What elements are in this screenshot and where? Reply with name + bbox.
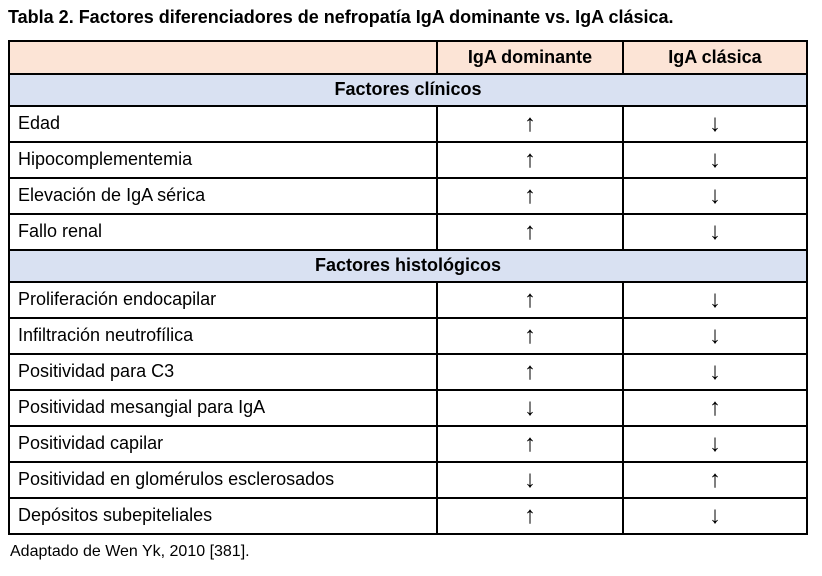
column-header-iga-clasica: IgA clásica: [622, 39, 808, 75]
up-arrow-icon: ↑: [436, 280, 624, 319]
down-arrow-icon: ↓: [436, 388, 624, 427]
down-arrow-icon: ↓: [622, 352, 808, 391]
up-arrow-icon: ↑: [436, 496, 624, 535]
up-arrow-icon: ↑: [436, 424, 624, 463]
table-row: Proliferación endocapilar ↑ ↓: [8, 280, 808, 319]
row-label: Depósitos subepiteliales: [8, 496, 438, 535]
table-row: Positividad para C3 ↑ ↓: [8, 352, 808, 391]
down-arrow-icon: ↓: [622, 104, 808, 143]
up-arrow-icon: ↑: [622, 388, 808, 427]
down-arrow-icon: ↓: [622, 316, 808, 355]
row-label: Positividad capilar: [8, 424, 438, 463]
down-arrow-icon: ↓: [622, 424, 808, 463]
factors-table: IgA dominante IgA clásica Factores clíni…: [8, 39, 808, 535]
row-label: Infiltración neutrofílica: [8, 316, 438, 355]
table-row: Infiltración neutrofílica ↑ ↓: [8, 316, 808, 355]
down-arrow-icon: ↓: [436, 460, 624, 499]
row-label: Positividad en glomérulos esclerosados: [8, 460, 438, 499]
up-arrow-icon: ↑: [436, 176, 624, 215]
up-arrow-icon: ↑: [436, 212, 624, 251]
table-row: Edad ↑ ↓: [8, 104, 808, 143]
table-row: Elevación de IgA sérica ↑ ↓: [8, 176, 808, 215]
down-arrow-icon: ↓: [622, 176, 808, 215]
down-arrow-icon: ↓: [622, 140, 808, 179]
table-row: Positividad capilar ↑ ↓: [8, 424, 808, 463]
section-header-clinicos: Factores clínicos: [8, 72, 808, 107]
table-footnote: Adaptado de Wen Yk, 2010 [381].: [10, 542, 250, 560]
down-arrow-icon: ↓: [622, 280, 808, 319]
table-row: Depósitos subepiteliales ↑ ↓: [8, 496, 808, 535]
row-label: Proliferación endocapilar: [8, 280, 438, 319]
down-arrow-icon: ↓: [622, 212, 808, 251]
table-row: Positividad mesangial para IgA ↓ ↑: [8, 388, 808, 427]
table-row: Positividad en glomérulos esclerosados ↓…: [8, 460, 808, 499]
row-label: Hipocomplementemia: [8, 140, 438, 179]
column-header-row: IgA dominante IgA clásica: [8, 39, 808, 75]
section-header-histologicos: Factores histológicos: [8, 248, 808, 283]
row-label: Positividad mesangial para IgA: [8, 388, 438, 427]
table-title: Tabla 2. Factores diferenciadores de nef…: [8, 7, 674, 27]
section-row-histologicos: Factores histológicos: [8, 248, 808, 283]
section-row-clinicos: Factores clínicos: [8, 72, 808, 107]
up-arrow-icon: ↑: [436, 352, 624, 391]
row-label: Fallo renal: [8, 212, 438, 251]
row-label: Positividad para C3: [8, 352, 438, 391]
table-row: Fallo renal ↑ ↓: [8, 212, 808, 251]
column-header-iga-dominante: IgA dominante: [436, 39, 624, 75]
up-arrow-icon: ↑: [436, 316, 624, 355]
table-row: Hipocomplementemia ↑ ↓: [8, 140, 808, 179]
up-arrow-icon: ↑: [436, 104, 624, 143]
row-label: Edad: [8, 104, 438, 143]
row-label: Elevación de IgA sérica: [8, 176, 438, 215]
up-arrow-icon: ↑: [436, 140, 624, 179]
down-arrow-icon: ↓: [622, 496, 808, 535]
corner-cell: [8, 39, 438, 75]
up-arrow-icon: ↑: [622, 460, 808, 499]
